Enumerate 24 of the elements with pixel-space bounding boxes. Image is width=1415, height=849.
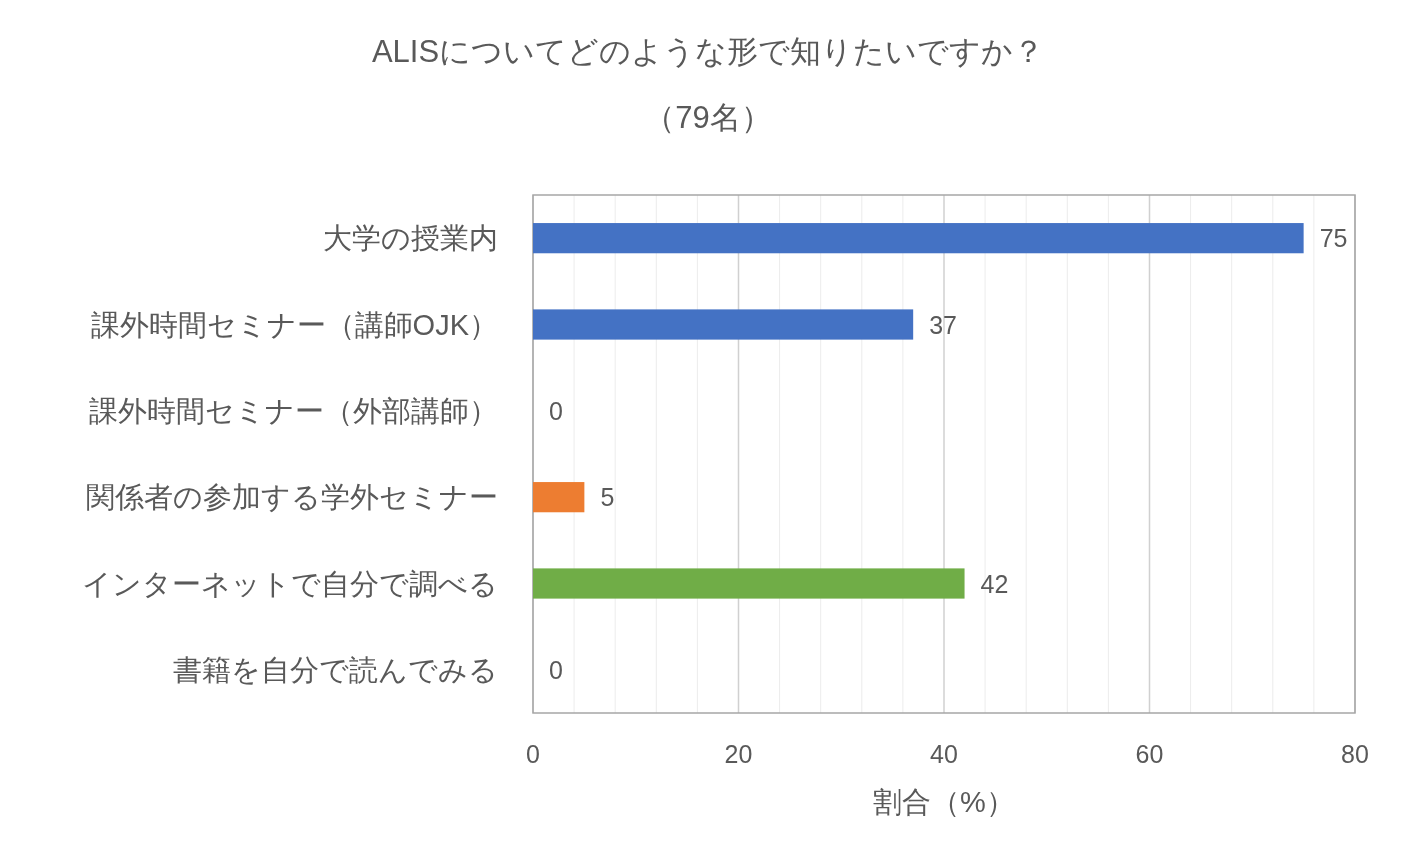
data-label: 5 <box>600 483 615 512</box>
y-tick-label: 大学の授業内 <box>323 222 498 255</box>
data-label: 42 <box>980 569 1009 598</box>
chart-title: ALISについてどのような形で知りたいですか？ <box>371 34 1045 69</box>
bar <box>533 482 585 513</box>
y-tick-label: 書籍を自分で読んでみる <box>173 653 498 686</box>
chart-subtitle: （79名） <box>644 100 772 135</box>
data-label: 37 <box>929 310 957 339</box>
x-tick-label: 40 <box>930 740 958 768</box>
data-label: 0 <box>549 396 563 425</box>
data-label: 0 <box>549 655 563 684</box>
x-tick-label: 80 <box>1341 740 1369 768</box>
y-tick-label: インターネットで自分で調べる <box>82 567 498 600</box>
y-tick-label: 関係者の参加する学外セミナー <box>86 481 498 514</box>
bar <box>533 568 965 599</box>
bar <box>533 309 914 340</box>
x-tick-label: 60 <box>1135 740 1164 768</box>
data-label: 75 <box>1319 224 1348 253</box>
y-tick-label: 課外時間セミナー（外部講師） <box>89 394 498 427</box>
x-tick-label: 0 <box>526 740 540 768</box>
x-tick-label: 20 <box>724 740 753 768</box>
y-tick-label: 課外時間セミナー（講師OJK） <box>90 308 498 341</box>
bar <box>533 223 1304 254</box>
x-axis-title: 割合（%） <box>873 786 1015 818</box>
